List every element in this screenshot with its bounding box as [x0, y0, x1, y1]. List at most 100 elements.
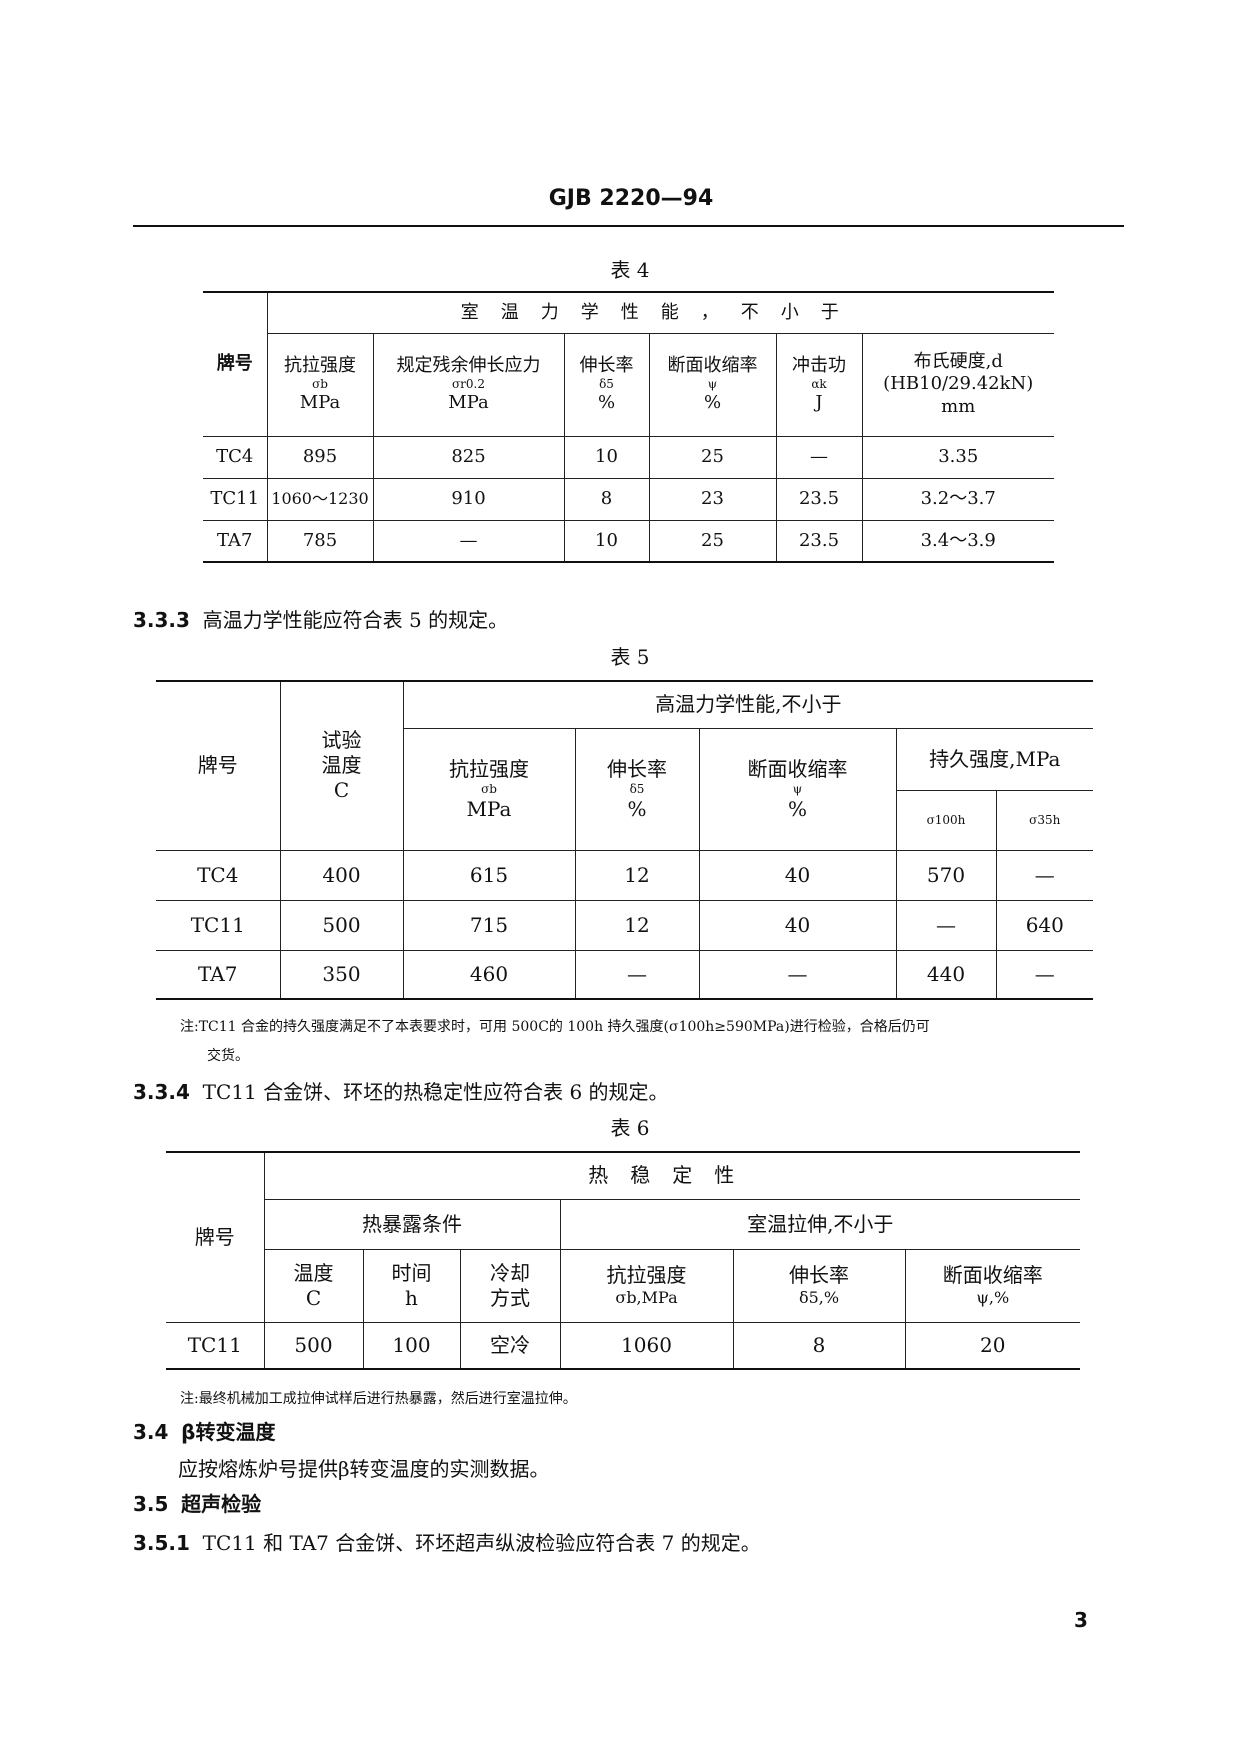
table-cell: 3.4～3.9: [861, 519, 1054, 563]
table-cell: σ35h: [995, 789, 1094, 851]
table-cell: 350: [279, 949, 404, 1000]
table-row: TC11 1060～1230 910 8 23 23.5 3.2～3.7: [203, 477, 1054, 521]
table6-note: 注:最终机械加工成拉伸试样后进行热暴露，然后进行室温拉伸。: [180, 1391, 577, 1407]
table-cell: 40: [698, 849, 897, 901]
section-3-5: 3.5 超声检验: [133, 1488, 261, 1517]
table4: 牌号 室温力学性能，不小于 抗拉强度 σb MPa 规定残余伸长应力 σr0.2 MPa…: [203, 291, 1054, 563]
text: 试验: [321, 728, 362, 753]
table-cell: 牌号: [156, 680, 281, 851]
text: 规定残余伸长应力: [396, 354, 541, 376]
table-cell: —: [698, 949, 897, 1000]
text: J: [815, 392, 823, 413]
table6: 牌号 热稳定性 热暴露条件 室温拉伸,不小于 温度 C 时间 h 冷却 方式 抗拉强度…: [166, 1151, 1081, 1370]
text: σb: [481, 781, 497, 796]
text: MPa: [448, 392, 489, 413]
header-rule: [133, 225, 1124, 227]
table5-note-cont: 交货。: [207, 1048, 249, 1064]
table-cell: 牌号: [166, 1151, 265, 1323]
table-cell: TC11: [156, 899, 281, 951]
text: 伸长率: [579, 354, 634, 376]
table-cell: 25: [648, 519, 777, 563]
text: 冷却: [490, 1260, 530, 1285]
col-header: 布氏硬度,d (HB10/29.42kN) mm: [861, 332, 1054, 437]
table-cell: 8: [563, 477, 650, 521]
text: 断面收缩率: [942, 1263, 1043, 1287]
table-row: 温度 C 时间 h 冷却 方式 抗拉强度 σb,MPa 伸长率 δ5,% 断面收缩率 ψ,%: [166, 1248, 1081, 1323]
table-cell: TC11: [166, 1321, 265, 1370]
text: h: [405, 1285, 418, 1310]
table-cell: 伸长率 δ5%: [574, 727, 700, 851]
text: TC11 和 TA7 合金饼、环坯超声纵波检验应符合表 7 的规定。: [202, 1531, 761, 1555]
text: δ5: [599, 377, 614, 391]
text: 冲击功: [792, 354, 846, 376]
table-cell: 试验 温度 C: [279, 680, 404, 851]
table-cell: 冷却 方式: [459, 1248, 561, 1323]
text: 抗拉强度: [606, 1263, 687, 1287]
col-header: 断面收缩率 ψ%: [648, 332, 777, 437]
text: 抗拉强度: [449, 756, 529, 781]
table-cell: 断面收缩率 ψ%: [698, 727, 897, 851]
table-cell: 空冷: [459, 1321, 561, 1370]
table-cell: TC4: [203, 435, 268, 479]
table-cell: 10: [563, 519, 650, 563]
table-cell: 570: [895, 849, 997, 901]
table-cell: —: [995, 949, 1094, 1000]
group-header: 高温力学性能,不小于: [402, 680, 1094, 729]
text: 伸长率: [789, 1263, 849, 1287]
table-cell: 热稳定性: [263, 1151, 1081, 1200]
text: (HB10/29.42kN): [883, 373, 1034, 395]
table-cell: 12: [574, 849, 700, 901]
table-cell: 断面收缩率 ψ,%: [904, 1248, 1081, 1323]
table-cell: 640: [995, 899, 1094, 951]
text: σb: [312, 377, 328, 391]
table-cell: 8: [732, 1321, 906, 1370]
table-row: 牌号 试验 温度 C 高温力学性能,不小于: [156, 680, 1094, 851]
table5: 牌号 试验 温度 C 高温力学性能,不小于 抗拉强度 σb MPa 伸长率 δ5% 断面收…: [156, 680, 1094, 1000]
table-cell: —: [372, 519, 565, 563]
table-cell: 25: [648, 435, 777, 479]
table-row: 牌号 室温力学性能，不小于: [203, 291, 1054, 437]
text: TC11 合金饼、环坯的热稳定性应符合表 6 的规定。: [202, 1080, 669, 1104]
table-cell: 440: [895, 949, 997, 1000]
table-cell: TC11: [203, 477, 268, 521]
table-cell: 715: [402, 899, 576, 951]
text: β转变温度: [181, 1420, 276, 1444]
table-cell: 615: [402, 849, 576, 901]
text: mm: [941, 395, 976, 417]
text: %: [627, 796, 647, 821]
table-cell: TA7: [203, 519, 268, 563]
table-cell: 20: [904, 1321, 1081, 1370]
table-cell: TC4: [156, 849, 281, 901]
table6-caption: 表 6: [610, 1116, 650, 1140]
text: 伸长率: [607, 756, 667, 781]
section-3-4: 3.4 β转变温度: [133, 1416, 275, 1445]
text: 高温力学性能应符合表 5 的规定。: [202, 608, 509, 632]
table-cell: 500: [279, 899, 404, 951]
text: 温度: [293, 1260, 334, 1285]
table5-note: 注:TC11 合金的持久强度满足不了本表要求时，可用 500C的 100h 持久…: [180, 1019, 930, 1035]
section-3-4-text: 应按熔炼炉号提供β转变温度的实测数据。: [178, 1457, 550, 1481]
table5-caption: 表 5: [610, 645, 650, 669]
table-cell: 12: [574, 899, 700, 951]
table-cell: 3.2～3.7: [861, 477, 1054, 521]
table-cell: 40: [698, 899, 897, 951]
text: δ5,%: [798, 1288, 840, 1307]
table-row: TA7 785—10 25 23.5 3.4～3.9: [203, 519, 1054, 563]
table-cell: σ100h: [896, 789, 997, 851]
text: MPa: [299, 392, 341, 413]
text: 时间: [391, 1260, 432, 1285]
table-cell: 10: [563, 435, 650, 479]
text: 3.5: [133, 1492, 169, 1516]
document-header: GJB 2220—94: [548, 186, 714, 211]
col-header: 冲击功 αk J: [775, 332, 863, 437]
table-row: 热暴露条件 室温拉伸,不小于: [166, 1198, 1081, 1250]
text: %: [597, 392, 616, 413]
text: 超声检验: [181, 1492, 262, 1516]
text: 断面收缩率: [667, 354, 758, 376]
table-cell: 785: [266, 519, 374, 563]
table-cell: 伸长率 δ5,%: [732, 1248, 906, 1323]
table-cell: 1060～1230: [266, 477, 374, 521]
table4-caption: 表 4: [610, 258, 650, 282]
text: σb,MPa: [615, 1288, 678, 1307]
col-header: 抗拉强度 σb MPa: [267, 332, 374, 437]
